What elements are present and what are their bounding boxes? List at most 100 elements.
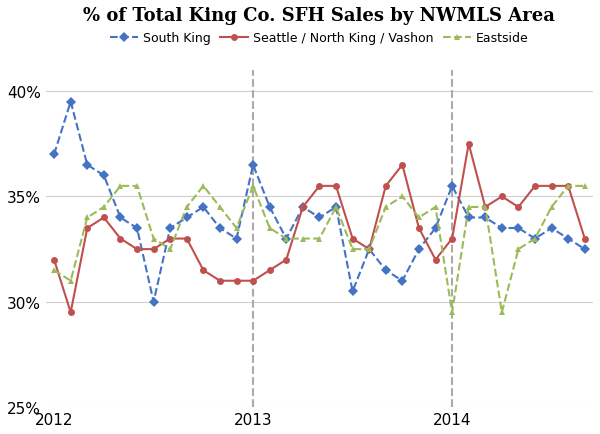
Eastside xyxy=(548,205,555,210)
South King xyxy=(67,100,74,105)
Seattle / North King / Vashon xyxy=(349,237,356,242)
Eastside xyxy=(117,184,124,189)
Seattle / North King / Vashon xyxy=(67,310,74,315)
Seattle / North King / Vashon xyxy=(365,247,373,252)
South King xyxy=(581,247,589,252)
Seattle / North King / Vashon xyxy=(415,226,422,231)
South King xyxy=(200,205,207,210)
Seattle / North King / Vashon xyxy=(299,205,307,210)
South King xyxy=(498,226,505,231)
Eastside xyxy=(482,205,489,210)
Seattle / North King / Vashon xyxy=(200,268,207,273)
South King xyxy=(117,215,124,220)
South King xyxy=(233,237,240,242)
Seattle / North King / Vashon xyxy=(482,205,489,210)
Seattle / North King / Vashon xyxy=(150,247,157,252)
Eastside xyxy=(382,205,389,210)
Line: Eastside: Eastside xyxy=(50,183,588,316)
Seattle / North King / Vashon xyxy=(465,142,472,147)
South King xyxy=(183,215,190,220)
Eastside xyxy=(266,226,273,231)
Seattle / North King / Vashon xyxy=(532,184,539,189)
Seattle / North King / Vashon xyxy=(183,237,190,242)
Seattle / North King / Vashon xyxy=(382,184,389,189)
Eastside xyxy=(133,184,140,189)
Eastside xyxy=(515,247,522,252)
South King xyxy=(316,215,323,220)
South King xyxy=(482,215,489,220)
Seattle / North King / Vashon xyxy=(332,184,340,189)
Seattle / North King / Vashon xyxy=(432,257,439,263)
South King xyxy=(448,184,455,189)
Seattle / North King / Vashon xyxy=(283,257,290,263)
Eastside xyxy=(217,205,224,210)
South King xyxy=(565,237,572,242)
Title: % of Total King Co. SFH Sales by NWMLS Area: % of Total King Co. SFH Sales by NWMLS A… xyxy=(83,7,556,25)
Eastside xyxy=(183,205,190,210)
Seattle / North King / Vashon xyxy=(133,247,140,252)
Eastside xyxy=(465,205,472,210)
Line: Seattle / North King / Vashon: Seattle / North King / Vashon xyxy=(50,141,588,316)
South King xyxy=(415,247,422,252)
South King xyxy=(532,237,539,242)
South King xyxy=(266,205,273,210)
Seattle / North King / Vashon xyxy=(581,237,589,242)
South King xyxy=(299,205,307,210)
South King xyxy=(133,226,140,231)
Eastside xyxy=(283,237,290,242)
Eastside xyxy=(399,194,406,200)
Eastside xyxy=(349,247,356,252)
Legend: South King, Seattle / North King / Vashon, Eastside: South King, Seattle / North King / Vasho… xyxy=(105,27,533,50)
South King xyxy=(100,173,107,178)
Eastside xyxy=(498,310,505,315)
Eastside xyxy=(50,268,58,273)
South King xyxy=(217,226,224,231)
South King xyxy=(548,226,555,231)
Eastside xyxy=(581,184,589,189)
South King xyxy=(250,163,257,168)
South King xyxy=(50,152,58,158)
Seattle / North King / Vashon xyxy=(117,237,124,242)
South King xyxy=(83,163,91,168)
Seattle / North King / Vashon xyxy=(50,257,58,263)
Seattle / North King / Vashon xyxy=(515,205,522,210)
Seattle / North King / Vashon xyxy=(100,215,107,220)
South King xyxy=(399,279,406,284)
Seattle / North King / Vashon xyxy=(266,268,273,273)
Seattle / North King / Vashon xyxy=(565,184,572,189)
Eastside xyxy=(565,184,572,189)
Seattle / North King / Vashon xyxy=(399,163,406,168)
Eastside xyxy=(448,310,455,315)
Seattle / North King / Vashon xyxy=(217,279,224,284)
South King xyxy=(349,289,356,294)
Eastside xyxy=(365,247,373,252)
Seattle / North King / Vashon xyxy=(548,184,555,189)
Eastside xyxy=(200,184,207,189)
South King xyxy=(167,226,174,231)
Eastside xyxy=(299,237,307,242)
South King xyxy=(382,268,389,273)
Line: South King: South King xyxy=(50,99,588,306)
South King xyxy=(515,226,522,231)
Eastside xyxy=(332,205,340,210)
Seattle / North King / Vashon xyxy=(250,279,257,284)
South King xyxy=(465,215,472,220)
Eastside xyxy=(415,215,422,220)
Seattle / North King / Vashon xyxy=(233,279,240,284)
South King xyxy=(432,226,439,231)
Seattle / North King / Vashon xyxy=(167,237,174,242)
Eastside xyxy=(150,237,157,242)
Eastside xyxy=(532,237,539,242)
South King xyxy=(283,237,290,242)
Eastside xyxy=(67,279,74,284)
Seattle / North King / Vashon xyxy=(498,194,505,200)
Eastside xyxy=(432,205,439,210)
Eastside xyxy=(250,184,257,189)
Seattle / North King / Vashon xyxy=(448,237,455,242)
Eastside xyxy=(83,215,91,220)
Eastside xyxy=(233,226,240,231)
Seattle / North King / Vashon xyxy=(83,226,91,231)
Eastside xyxy=(100,205,107,210)
South King xyxy=(150,299,157,305)
Seattle / North King / Vashon xyxy=(316,184,323,189)
